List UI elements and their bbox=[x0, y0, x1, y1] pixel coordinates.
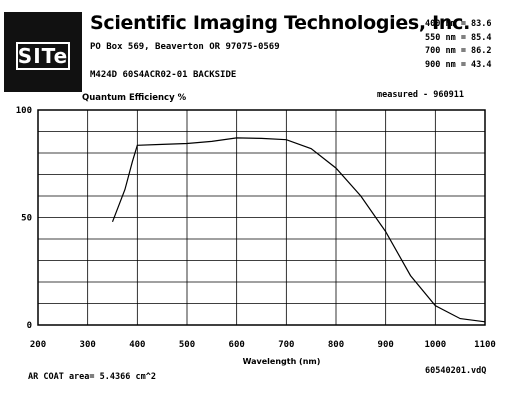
part-description: M424D 60S4ACR02-01 BACKSIDE bbox=[90, 70, 237, 80]
x-tick-label: 1000 bbox=[424, 340, 446, 350]
plot-frame bbox=[37, 109, 486, 326]
x-axis-ticks: 200 300 400 500 600 700 800 900 1000 1100 bbox=[30, 340, 496, 350]
company-logo: SITe bbox=[4, 12, 82, 92]
company-name: Scientific Imaging Technologies, Inc. bbox=[90, 12, 471, 34]
company-address: PO Box 569, Beaverton OR 97075-0569 bbox=[90, 42, 280, 52]
ar-coat-area: AR COAT area= 5.4366 cm^2 bbox=[28, 372, 156, 382]
x-tick-label: 600 bbox=[229, 340, 245, 350]
y-tick-label: 0 bbox=[27, 321, 32, 331]
chart-title: Quantum Efficiency % bbox=[82, 93, 187, 103]
qe-summary-line: 400 nm = 83.6 bbox=[425, 19, 492, 29]
y-axis-ticks: 0 50 100 bbox=[16, 106, 32, 331]
logo-text: SITe bbox=[17, 44, 69, 68]
qe-summary-line: 550 nm = 85.4 bbox=[425, 32, 492, 43]
x-tick-label: 500 bbox=[179, 340, 195, 350]
file-id: 60540201.vdQ bbox=[425, 366, 487, 376]
logo-frame bbox=[16, 42, 70, 70]
x-tick-label: 700 bbox=[278, 340, 294, 350]
qe-summary-line: 900 nm = 43.4 bbox=[425, 59, 492, 70]
qe-summary: 400 nm = 83.6 550 nm = 85.4 700 nm = 86.… bbox=[425, 18, 492, 72]
qe-summary-line: 700 nm = 86.2 bbox=[425, 46, 492, 56]
measurement-date: measured - 960911 bbox=[377, 90, 464, 100]
qe-curve bbox=[111, 137, 486, 323]
x-tick-label: 300 bbox=[80, 340, 96, 350]
y-tick-label: 50 bbox=[21, 214, 32, 224]
x-tick-label: 200 bbox=[30, 340, 46, 350]
x-axis-label: Wavelength (nm) bbox=[243, 357, 321, 366]
x-tick-label: 800 bbox=[328, 340, 344, 350]
x-tick-label: 400 bbox=[129, 340, 145, 350]
chart-grid bbox=[38, 110, 485, 325]
x-tick-label: 1100 bbox=[474, 340, 496, 350]
x-tick-label: 900 bbox=[378, 340, 394, 350]
y-tick-label: 100 bbox=[16, 106, 32, 116]
